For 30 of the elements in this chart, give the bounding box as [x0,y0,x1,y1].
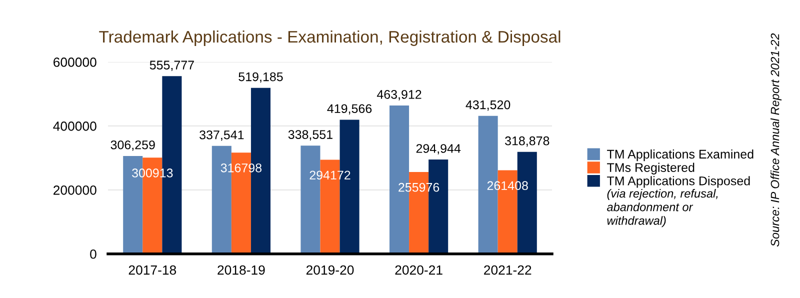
data-label: 318,878 [505,136,550,147]
data-label: 463,912 [376,90,422,100]
source-note: Source: IP Office Annual Report 2021-22 [770,33,782,247]
legend-label: TM Applications Examined [607,149,754,162]
data-label: 300913 [132,168,173,178]
x-tick-label: 2020-21 [395,265,442,275]
text: (via rejection, refusal, abandonment or withdrawal) [607,189,718,228]
data-label: 555,777 [150,60,194,71]
data-label: 294172 [310,170,350,180]
legend-label: TM Applications Disposed [607,176,750,188]
chart-title: Trademark Applications - Examination, Registration & Disposal [99,30,560,46]
data-label: 255976 [398,182,440,192]
data-label: 419,566 [327,104,372,115]
y-tick-label: 400000 [53,122,96,131]
x-tick-label: 2017-18 [128,265,176,275]
y-tick-label: 0 [90,249,96,259]
data-label: 316798 [220,163,262,172]
x-tick-label: 2021-22 [484,265,532,275]
data-label: 261408 [487,181,528,190]
data-label: 338,551 [288,130,332,140]
legend-label: TMs Registered [607,162,694,174]
data-label: 306,259 [110,140,155,151]
x-tick-label: 2019-20 [306,265,354,275]
y-tick-label: 600000 [54,58,96,67]
y-tick-label: 200000 [54,185,96,195]
data-label: 431,520 [466,100,510,111]
x-tick-label: 2018-19 [218,265,265,275]
data-label: 519,185 [238,72,283,83]
data-label: 337,541 [200,130,244,141]
data-label: 294,944 [416,144,461,154]
